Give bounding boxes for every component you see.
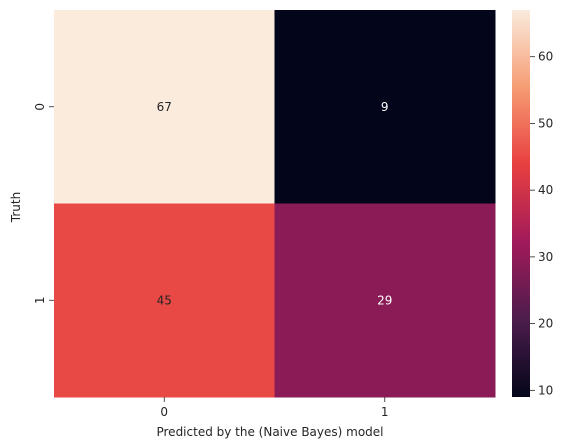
- colorbar-tick-label: 50: [538, 116, 553, 130]
- heatmap-cell-label: 9: [381, 100, 389, 114]
- y-axis-label: Truth: [9, 192, 23, 223]
- colorbar-tick-label: 10: [538, 383, 553, 397]
- heatmap-cell-labels: 67 9 45 29: [157, 100, 393, 308]
- colorbar-tick-label: 60: [538, 50, 553, 64]
- y-tick-label: 1: [33, 296, 47, 304]
- x-tick-label: 1: [381, 405, 389, 419]
- x-tick-label: 0: [160, 405, 168, 419]
- y-axis-ticks: 01: [33, 103, 54, 304]
- colorbar-ticks: 10 20 30 40 50 60: [530, 50, 553, 397]
- heatmap-cell: [274, 203, 496, 398]
- heatmap-cell-label: 29: [377, 293, 392, 307]
- x-axis-label: Predicted by the (Naive Bayes) model: [156, 425, 383, 439]
- heatmap-cell: [274, 10, 496, 204]
- colorbar: [512, 10, 530, 397]
- colorbar-tick-label: 20: [538, 317, 553, 331]
- colorbar-tick-label: 40: [538, 183, 553, 197]
- y-tick-label: 0: [33, 103, 47, 111]
- heatmap-cell-label: 67: [157, 100, 172, 114]
- heatmap-cell: [54, 10, 275, 204]
- heatmap-cells: [54, 10, 496, 398]
- colorbar-tick-label: 30: [538, 250, 553, 264]
- heatmap-cell: [54, 203, 275, 398]
- heatmap-cell-label: 45: [157, 293, 172, 307]
